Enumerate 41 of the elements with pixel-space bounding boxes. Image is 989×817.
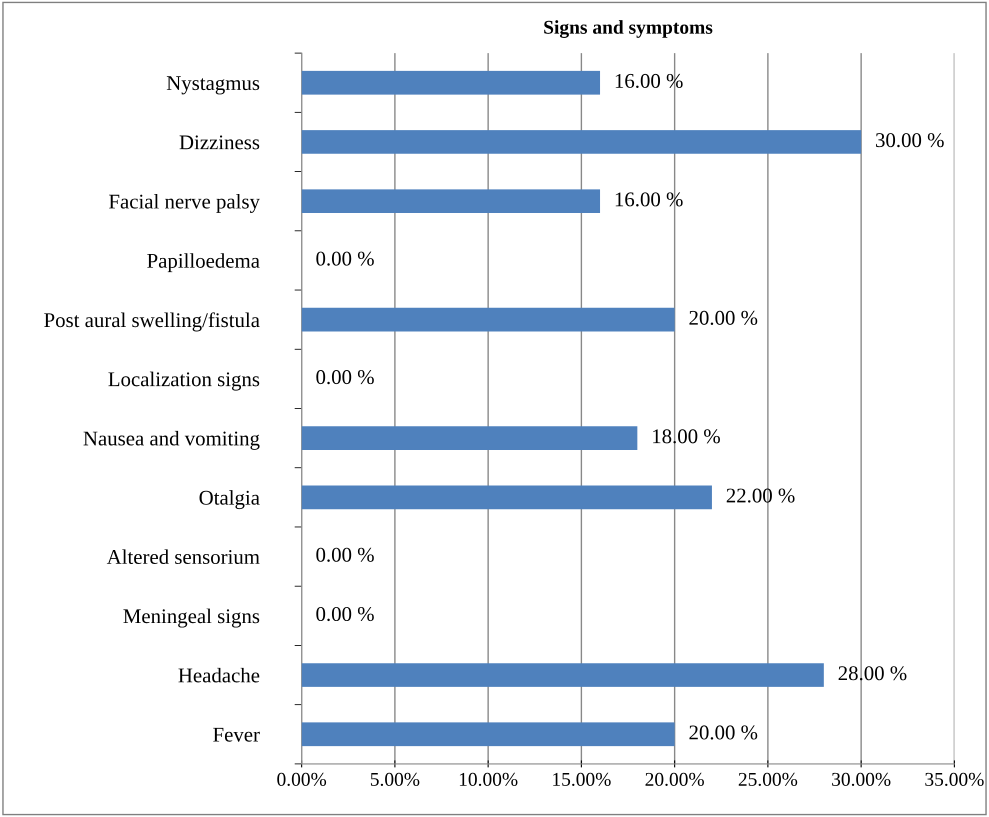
bar xyxy=(302,70,600,95)
x-tick-label: 10.00% xyxy=(460,772,518,786)
y-tick-label: Nausea and vomiting xyxy=(84,430,260,450)
data-label: 20.00 % xyxy=(689,725,758,740)
x-tick-label: 15.00% xyxy=(553,772,611,786)
y-tick-label: Nystagmus xyxy=(166,76,260,94)
data-label: 22.00 % xyxy=(726,488,795,503)
x-tick-label: 5.00% xyxy=(370,772,420,786)
data-label: 0.00 % xyxy=(316,548,374,562)
data-label: 30.00 % xyxy=(876,133,944,148)
y-tick-label: Headache xyxy=(178,668,260,682)
data-label: 0.00 % xyxy=(316,370,374,384)
bar xyxy=(302,663,824,687)
y-tick-label: Altered sensorium xyxy=(106,549,260,564)
data-label: 18.00 % xyxy=(653,429,720,444)
y-tick-label: Localization signs xyxy=(108,372,260,391)
chart-title: Signs and symptoms xyxy=(544,20,712,38)
bar xyxy=(302,308,675,332)
x-tick-label: 30.00% xyxy=(832,772,890,786)
data-label: 16.00 % xyxy=(616,192,683,206)
y-tick-label: Fever xyxy=(213,728,260,742)
y-tick-label: Post aural swelling/fistula xyxy=(44,312,260,332)
data-label: 28.00 % xyxy=(838,666,906,680)
y-tick-label: Dizziness xyxy=(180,135,260,150)
x-tick-label: 20.00% xyxy=(646,772,704,786)
x-tick-label: 25.00% xyxy=(738,772,798,786)
data-label: 20.00 % xyxy=(689,310,758,325)
bar xyxy=(302,486,712,510)
data-label: 0.00 % xyxy=(316,606,374,622)
y-tick-label: Facial nerve palsy xyxy=(109,194,260,213)
bar xyxy=(302,426,638,450)
y-tick-label: Meningeal signs xyxy=(123,608,260,628)
y-tick-label: Papilloedema xyxy=(147,253,260,272)
bar xyxy=(302,189,600,214)
x-tick-label: 35.00% xyxy=(925,772,984,786)
data-label: 0.00 % xyxy=(316,252,374,266)
x-tick-label: 0.00% xyxy=(277,772,326,786)
bar xyxy=(302,722,675,746)
data-label: 16.00 % xyxy=(616,74,683,88)
y-tick-label: Otalgia xyxy=(200,490,260,510)
bar xyxy=(302,130,862,154)
